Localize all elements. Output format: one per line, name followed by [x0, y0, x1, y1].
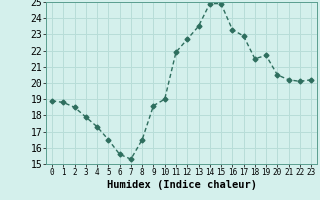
X-axis label: Humidex (Indice chaleur): Humidex (Indice chaleur) — [107, 180, 257, 190]
